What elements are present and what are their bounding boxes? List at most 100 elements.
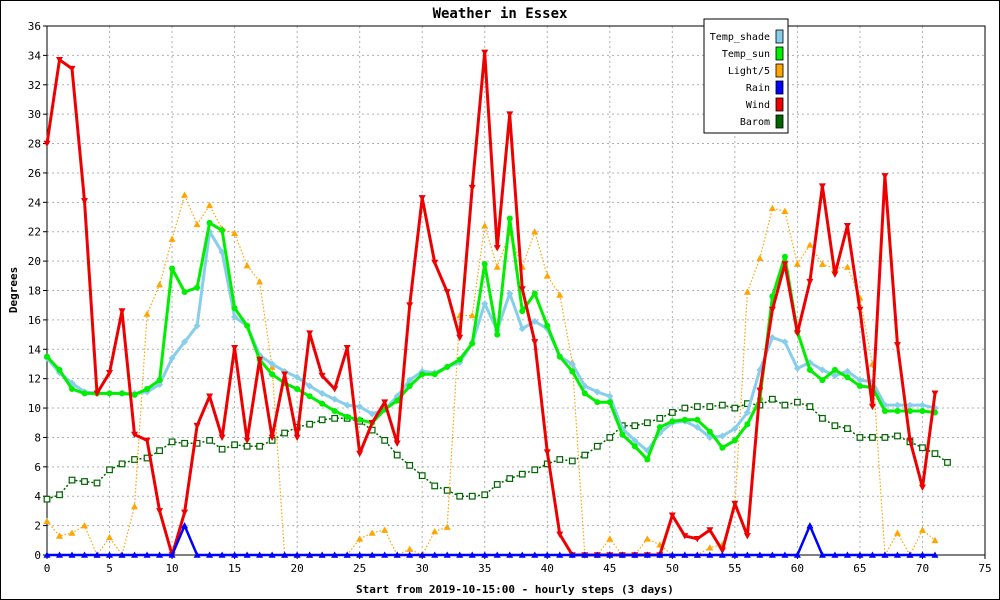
data-point [706,428,713,435]
data-point [168,438,176,446]
data-point [193,322,201,330]
data-point [193,551,201,558]
data-point [444,363,451,370]
data-point [356,551,364,558]
data-point [768,306,776,314]
data-point [506,111,514,118]
data-point [481,300,489,308]
data-point [81,198,89,205]
data-point [144,385,151,392]
data-point [318,416,326,424]
data-point [656,551,664,558]
x-tick-label: 0 [44,562,51,575]
data-point [218,551,226,558]
data-point [731,425,739,433]
data-point [468,184,476,192]
x-axis: 0 5 10 15 20 25 30 35 40 45 50 55 60 65 70 75 [44,555,992,575]
data-point [743,408,751,416]
data-point [718,547,726,555]
data-point [781,401,789,409]
data-point [706,544,714,551]
data-point [181,509,189,516]
data-point [256,356,264,364]
data-point [568,457,576,465]
data-point [131,503,139,510]
data-point [431,482,439,490]
data-point [719,444,726,451]
data-point [443,551,451,558]
series-rain [43,522,939,558]
x-tick-label: 70 [916,562,929,575]
data-point [56,56,64,64]
data-point [393,451,401,459]
data-point [531,551,539,558]
data-point [919,407,926,414]
data-point [894,432,901,440]
series-line [45,230,936,453]
data-point [493,245,501,252]
data-point [244,322,251,329]
data-point [419,371,426,378]
data-point [631,443,638,450]
data-point [231,345,239,352]
data-point [243,551,251,558]
data-point [56,366,63,373]
data-point [568,551,576,558]
data-point [806,366,813,373]
data-point [294,385,301,392]
y-tick-label: 10 [28,402,41,415]
data-point [531,228,539,235]
data-point [56,551,64,558]
data-point [406,551,414,558]
data-point [606,434,614,441]
data-point [306,382,314,390]
data-point [243,262,251,269]
data-point [281,551,289,558]
series-line [47,524,935,557]
data-point [781,253,788,260]
data-point [181,288,188,295]
data-point [631,551,639,558]
data-point [381,399,389,406]
data-point [506,215,513,222]
data-point [281,371,289,378]
data-point [269,371,276,378]
data-point [681,416,688,423]
data-point [81,478,88,485]
data-point [318,372,326,380]
data-point [218,434,226,441]
data-point [918,526,926,533]
data-point [881,173,889,180]
data-point [643,551,651,558]
data-point [931,551,939,558]
data-point [631,422,639,430]
data-point [706,551,714,558]
data-point [593,551,601,558]
data-point [768,395,776,403]
legend-swatch [775,80,784,95]
data-point [331,407,338,414]
data-point [181,191,189,198]
data-point [819,377,826,384]
x-tick-label: 75 [978,562,991,575]
data-point [331,386,339,393]
data-point [431,527,439,535]
data-point [456,334,464,342]
data-point [781,261,789,268]
data-point [869,434,876,441]
data-point [118,551,126,558]
data-point [906,401,914,409]
data-point [481,261,488,268]
data-point [481,491,489,499]
data-point [93,551,101,558]
y-tick-label: 28 [28,138,41,151]
data-point [619,431,626,438]
data-point [843,263,851,270]
data-point [768,204,776,212]
data-point [806,403,814,410]
x-tick-label: 55 [728,562,741,575]
data-point [156,551,164,558]
data-point [743,551,751,558]
data-point [156,281,164,288]
data-point [143,551,151,558]
